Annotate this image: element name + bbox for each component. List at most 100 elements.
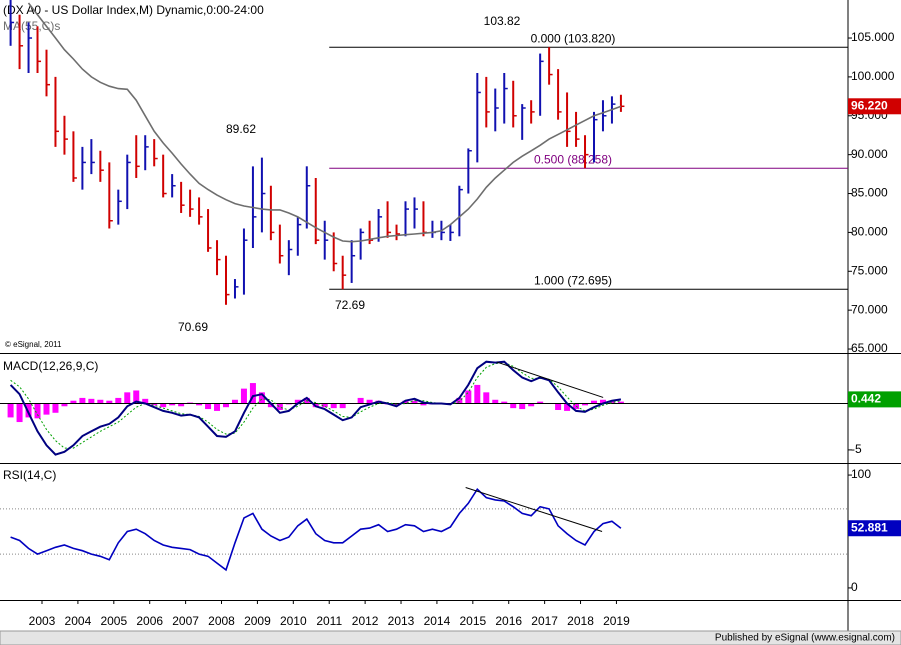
y-tick-label: 90.000	[851, 147, 888, 161]
macd-line	[9, 360, 622, 456]
y-tick-label: -5	[851, 442, 862, 456]
histogram-bar	[106, 400, 113, 404]
footer-bar	[0, 630, 901, 645]
histogram-bar	[510, 403, 517, 409]
histogram-bar	[465, 390, 472, 404]
annotation: 72.69	[335, 298, 365, 312]
histogram-bar	[519, 403, 526, 410]
histogram-bar	[582, 403, 589, 406]
annotation: 103.82	[484, 14, 521, 28]
histogram-bar	[196, 403, 203, 406]
annotation: 70.69	[178, 320, 208, 334]
x-tick-label: 2011	[316, 614, 342, 628]
histogram-bar	[555, 403, 562, 410]
histogram-bar	[240, 388, 247, 404]
histogram-bar	[608, 400, 615, 404]
histogram-bar	[70, 400, 77, 404]
copyright: © eSignal, 2011	[5, 340, 62, 349]
y-tick-label: 105.000	[851, 30, 895, 44]
histogram-bar	[267, 403, 274, 408]
last-value-label: 96.220	[851, 98, 888, 112]
histogram-bar	[205, 403, 212, 410]
x-tick-label: 2018	[567, 614, 594, 628]
histogram-bar	[52, 403, 59, 413]
signal-line	[10, 362, 622, 449]
histogram-bar	[357, 397, 364, 404]
x-tick-label: 2009	[244, 614, 271, 628]
histogram-bar	[573, 403, 580, 410]
histogram-bar	[528, 403, 535, 407]
histogram-bar	[61, 403, 68, 407]
histogram-bar	[474, 384, 481, 404]
x-tick-label: 2017	[531, 614, 558, 628]
histogram-bar	[294, 399, 301, 404]
y-tick-label: 75.000	[851, 263, 888, 277]
histogram-bar	[330, 403, 337, 409]
last-value-box	[848, 520, 901, 537]
panel-title: MACD(12,26,9,C)	[3, 359, 98, 373]
x-tick-label: 2005	[100, 614, 127, 628]
trend-line	[496, 361, 604, 398]
x-tick-label: 2013	[388, 614, 415, 628]
fib-label: 1.000 (72.695)	[534, 273, 612, 287]
fib-label: 0.000 (103.820)	[531, 31, 616, 45]
x-tick-label: 2003	[29, 614, 56, 628]
histogram-bar	[25, 403, 32, 418]
histogram-bar	[420, 403, 427, 406]
histogram-bar	[16, 403, 23, 423]
x-tick-label: 2006	[136, 614, 163, 628]
histogram-bar	[590, 400, 597, 404]
y-tick-label: 100	[851, 467, 871, 481]
histogram-bar	[366, 399, 373, 404]
y-tick-label: 85.000	[851, 186, 888, 200]
x-tick-label: 2012	[352, 614, 379, 628]
histogram-bar	[492, 399, 499, 404]
histogram-bar	[276, 403, 283, 410]
histogram-bar	[115, 397, 122, 404]
last-value-label: 52.881	[851, 520, 888, 534]
histogram-bar	[501, 401, 508, 404]
panel-title: RSI(14,C)	[3, 468, 56, 482]
x-tick-label: 2008	[208, 614, 235, 628]
histogram-bar	[537, 401, 544, 404]
histogram-bar	[88, 398, 95, 404]
histogram-bar	[617, 401, 624, 404]
x-tick-label: 2010	[280, 614, 307, 628]
histogram-bar	[160, 403, 167, 408]
x-tick-label: 2004	[65, 614, 92, 628]
histogram-bar	[321, 403, 328, 408]
fib-label: 0.500 (88.258)	[534, 152, 612, 166]
last-value-label: 0.442	[851, 392, 881, 406]
y-tick-label: 80.000	[851, 225, 888, 239]
histogram-bar	[599, 399, 606, 404]
histogram-bar	[411, 400, 418, 404]
y-tick-label: 65.000	[851, 341, 888, 355]
annotation: 89.62	[226, 122, 256, 136]
trend-line	[465, 486, 603, 532]
histogram-bar	[151, 403, 158, 406]
x-tick-label: 2019	[603, 614, 630, 628]
histogram-bar	[483, 392, 490, 404]
x-tick-label: 2015	[459, 614, 486, 628]
x-tick-label: 2016	[495, 614, 522, 628]
histogram-bar	[169, 403, 176, 406]
y-tick-label: 100.000	[851, 69, 895, 83]
histogram-bar	[214, 403, 221, 411]
histogram-bar	[178, 403, 185, 407]
histogram-bar	[7, 403, 14, 418]
histogram-bar	[43, 403, 50, 415]
histogram-bar	[402, 400, 409, 404]
last-value-box	[848, 98, 901, 115]
last-value-box	[848, 391, 901, 408]
histogram-bar	[142, 398, 149, 404]
histogram-bar	[34, 403, 41, 419]
histogram-bar	[223, 403, 230, 408]
chart-title: (DX A0 - US Dollar Index,M) Dynamic,0:00…	[3, 3, 264, 17]
moving-average	[27, 2, 622, 243]
x-tick-label: 2007	[172, 614, 199, 628]
rsi-line	[10, 487, 622, 572]
histogram-bar	[133, 390, 140, 404]
histogram-bar	[249, 383, 256, 404]
